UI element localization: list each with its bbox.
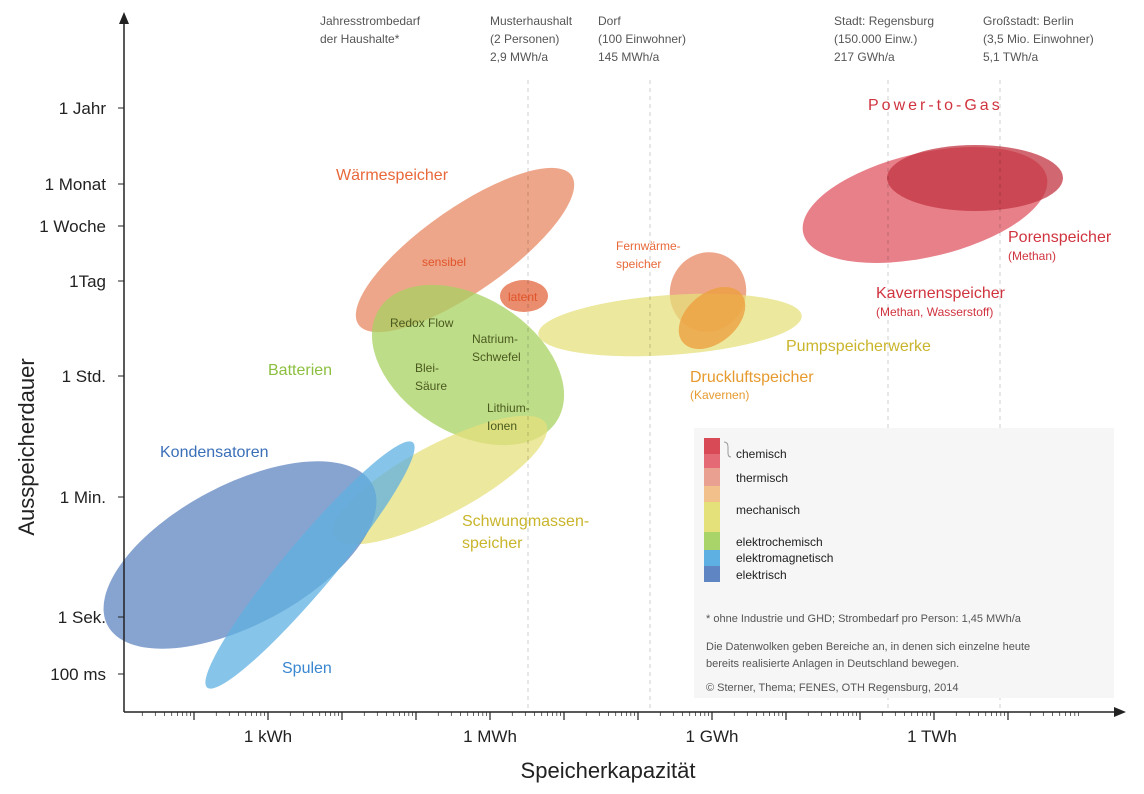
label-lithium: Lithium-: [487, 401, 530, 415]
label-natrium: Natrium-: [472, 332, 518, 346]
label-blei-saeure: Blei- Säure: [415, 361, 447, 393]
x-tick-label: 1 kWh: [244, 727, 292, 746]
legend-swatch-chemisch: [704, 438, 720, 454]
ref-label-regensburg-3: 217 GWh/a: [834, 50, 895, 64]
ref-label-haushalte-2: der Haushalte*: [320, 32, 400, 46]
cloud-pumpspeicherwerke: [538, 293, 802, 357]
cloud-latent: [500, 280, 548, 312]
label-lithium-ionen: Lithium- Ionen: [487, 401, 530, 433]
x-minor-ticks: [141, 712, 1079, 720]
label-power-to-gas: Power-to-Gas: [868, 97, 1003, 114]
label-druckluftspeicher-sub: (Kavernen): [690, 388, 749, 402]
cloud-kondensatoren: [103, 461, 377, 649]
legend-swatch-mechanisch-2: [704, 502, 720, 532]
ref-label-regensburg-1: Stadt: Regensburg: [834, 14, 934, 28]
label-blei: Blei-: [415, 361, 439, 375]
cloud-spulen: [205, 441, 415, 689]
label-redox-flow: Redox Flow: [390, 316, 454, 330]
label-porenspeicher: Porenspeicher: [1008, 229, 1112, 246]
data-clouds: [103, 145, 1063, 689]
legend-label-chemisch: chemisch: [736, 447, 787, 461]
cloud-porenspeicher: [887, 145, 1063, 211]
note-footnote: * ohne Industrie und GHD; Strombedarf pr…: [706, 613, 1022, 625]
legend-swatch-thermisch: [704, 468, 720, 486]
ref-label-haushalte-1: Jahresstrombedarf: [320, 14, 421, 28]
label-natrium-schwefel: Natrium- Schwefel: [472, 332, 521, 364]
y-tick-label: 1 Min.: [60, 488, 106, 507]
y-tick-label: 1 Sek.: [58, 608, 106, 627]
label-schwefel: Schwefel: [472, 350, 521, 364]
x-axis-arrow: [1114, 707, 1126, 717]
label-kavernenspeicher-sub: (Methan, Wasserstoff): [876, 305, 993, 319]
note-copyright: © Sterner, Thema; FENES, OTH Regensburg,…: [706, 682, 958, 694]
ref-label-dorf-2: (100 Einwohner): [598, 32, 686, 46]
ref-label-muster-1: Musterhaushalt: [490, 14, 573, 28]
legend-brace: [723, 441, 732, 458]
x-tick-label: 1 GWh: [686, 727, 739, 746]
label-batterien: Batterien: [268, 362, 332, 379]
x-tick-label: 1 TWh: [907, 727, 957, 746]
legend-panel: [694, 428, 1114, 698]
label-fernwaerme-2: speicher: [616, 257, 661, 271]
label-pumpspeicherwerke: Pumpspeicherwerke: [786, 338, 931, 355]
note-datenwolken-2: bereits realisierte Anlagen in Deutschla…: [706, 658, 959, 670]
y-tick-label: 1 Monat: [45, 175, 107, 194]
label-schwungmassen-2: speicher: [462, 535, 523, 552]
y-tick-label: 1Tag: [69, 272, 106, 291]
legend-label-thermisch: thermisch: [736, 471, 788, 485]
label-latent: latent: [508, 290, 538, 304]
label-saeure: Säure: [415, 379, 447, 393]
legend-swatch-chemisch-2: [704, 454, 720, 468]
label-ionen: Ionen: [487, 419, 517, 433]
ref-label-dorf-3: 145 MWh/a: [598, 50, 660, 64]
ref-label-muster-3: 2,9 MWh/a: [490, 50, 548, 64]
cloud-schwungmassen: [332, 415, 548, 545]
legend-swatch-elektrochemisch: [704, 532, 720, 550]
label-porenspeicher-sub: (Methan): [1008, 249, 1056, 263]
category-labels: Power-to-Gas Porenspeicher (Methan) Kave…: [160, 97, 1112, 677]
y-tick-label: 1 Jahr: [59, 99, 107, 118]
legend-label-elektrisch: elektrisch: [736, 568, 787, 582]
x-tick-label: 1 MWh: [463, 727, 517, 746]
notes: * ohne Industrie und GHD; Strombedarf pr…: [706, 613, 1030, 694]
note-datenwolken-1: Die Datenwolken geben Bereiche an, in de…: [706, 641, 1030, 653]
label-spulen: Spulen: [282, 660, 332, 677]
legend: chemisch thermisch mechanisch elektroche…: [704, 438, 833, 582]
legend-label-elektrochemisch: elektrochemisch: [736, 535, 823, 549]
axes: [118, 12, 1126, 720]
reference-labels: Jahresstrombedarf der Haushalte* Musterh…: [320, 14, 1094, 64]
label-kavernenspeicher: Kavernenspeicher: [876, 285, 1006, 302]
legend-swatch-mechanisch-1: [704, 486, 720, 502]
y-axis-title: Ausspeicherdauer: [14, 358, 39, 535]
label-fernwaerme-1: Fernwärme-: [616, 239, 681, 253]
ref-label-muster-2: (2 Personen): [490, 32, 559, 46]
legend-label-elektromagnetisch: elektromagnetisch: [736, 551, 833, 565]
label-kondensatoren: Kondensatoren: [160, 444, 269, 461]
x-tick-labels: 1 kWh 1 MWh 1 GWh 1 TWh: [244, 727, 957, 746]
y-tick-labels: 1 Jahr 1 Monat 1 Woche 1Tag 1 Std. 1 Min…: [39, 99, 106, 684]
y-tick-label: 1 Woche: [39, 217, 106, 236]
legend-label-mechanisch: mechanisch: [736, 503, 800, 517]
legend-swatch-elektrisch: [704, 566, 720, 582]
ref-label-regensburg-2: (150.000 Einw.): [834, 32, 917, 46]
ref-label-berlin-3: 5,1 TWh/a: [983, 50, 1038, 64]
y-tick-label: 1 Std.: [62, 367, 106, 386]
cloud-druckluftspeicher: [678, 286, 746, 350]
label-sensibel: sensibel: [422, 255, 466, 269]
legend-swatch-elektromagnetisch: [704, 550, 720, 566]
y-axis-arrow: [119, 12, 129, 24]
label-schwungmassen-1: Schwungmassen-: [462, 513, 589, 530]
ref-label-berlin-1: Großstadt: Berlin: [983, 14, 1074, 28]
label-druckluftspeicher: Druckluftspeicher: [690, 369, 814, 386]
y-tick-label: 100 ms: [50, 665, 106, 684]
label-waermespeicher: Wärmespeicher: [336, 167, 449, 184]
ref-label-berlin-2: (3,5 Mio. Einwohner): [983, 32, 1094, 46]
x-axis-title: Speicherkapazität: [521, 758, 696, 783]
ref-label-dorf-1: Dorf: [598, 14, 621, 28]
y-major-ticks: [118, 107, 124, 675]
cloud-batterien: [371, 284, 565, 446]
